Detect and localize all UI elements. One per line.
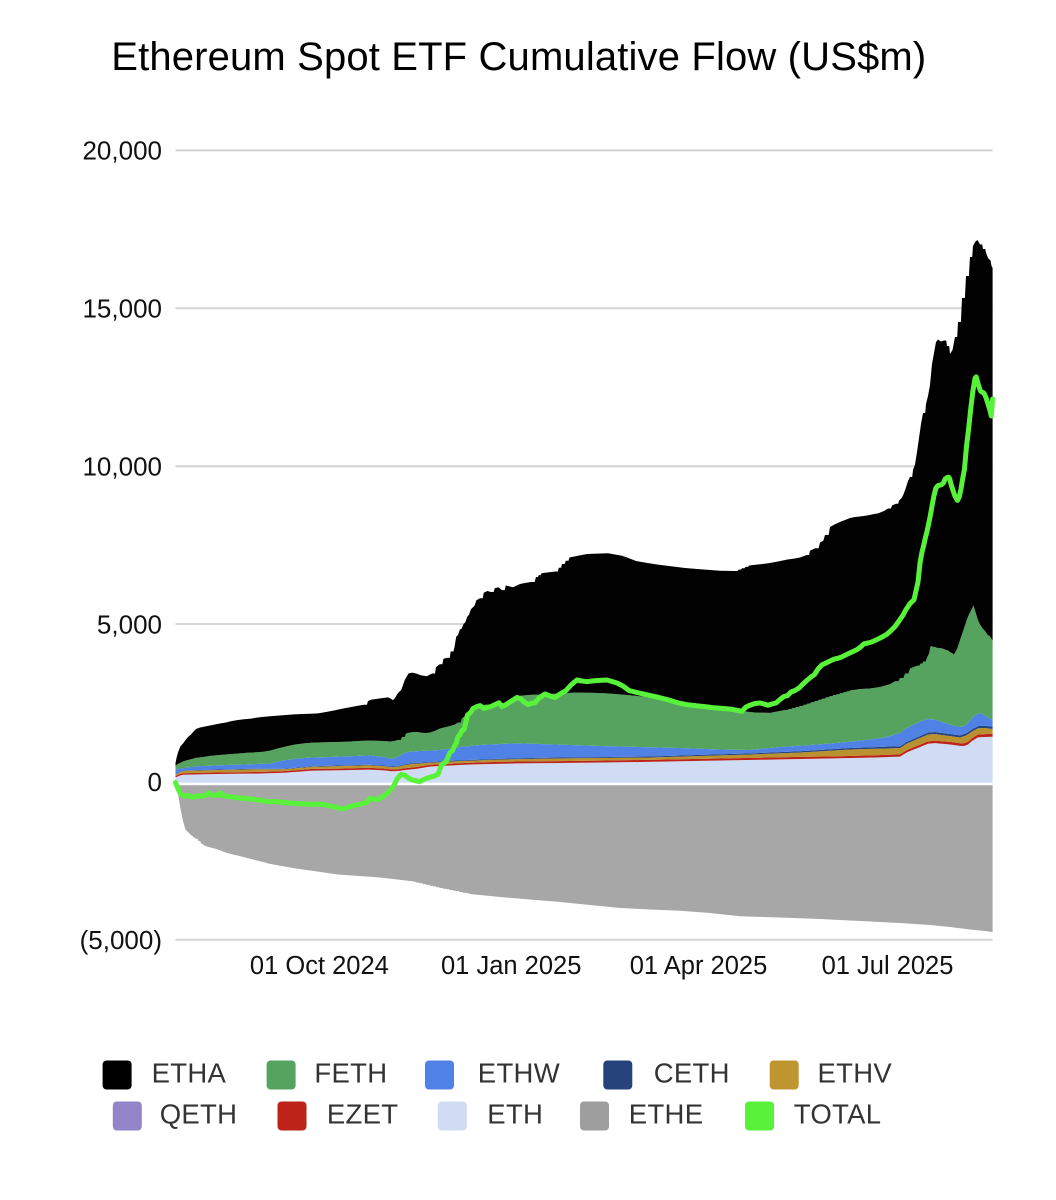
svg-text:Ethereum Spot ETF Cumulative F: Ethereum Spot ETF Cumulative Flow (US$m) [111,35,926,79]
svg-text:01 Jan 2025: 01 Jan 2025 [441,952,581,980]
svg-text:01 Oct 2024: 01 Oct 2024 [250,952,389,980]
svg-text:(5,000): (5,000) [80,925,162,955]
svg-text:EZET: EZET [327,1099,398,1130]
svg-text:20,000: 20,000 [82,136,162,166]
svg-text:QETH: QETH [160,1099,238,1130]
svg-text:CETH: CETH [654,1058,730,1089]
svg-text:ETHE: ETHE [629,1099,704,1130]
svg-text:TOTAL: TOTAL [794,1099,882,1130]
svg-text:5,000: 5,000 [97,609,162,639]
svg-text:0: 0 [148,767,162,797]
svg-text:ETH: ETH [487,1099,543,1130]
svg-text:15,000: 15,000 [82,294,162,324]
svg-text:ETHW: ETHW [478,1058,560,1089]
svg-text:01 Apr 2025: 01 Apr 2025 [630,952,768,980]
svg-text:ETHV: ETHV [818,1058,893,1089]
svg-text:10,000: 10,000 [82,452,162,482]
svg-text:FETH: FETH [314,1058,387,1089]
svg-text:ETHA: ETHA [152,1058,227,1089]
svg-text:01 Jul 2025: 01 Jul 2025 [822,952,954,980]
